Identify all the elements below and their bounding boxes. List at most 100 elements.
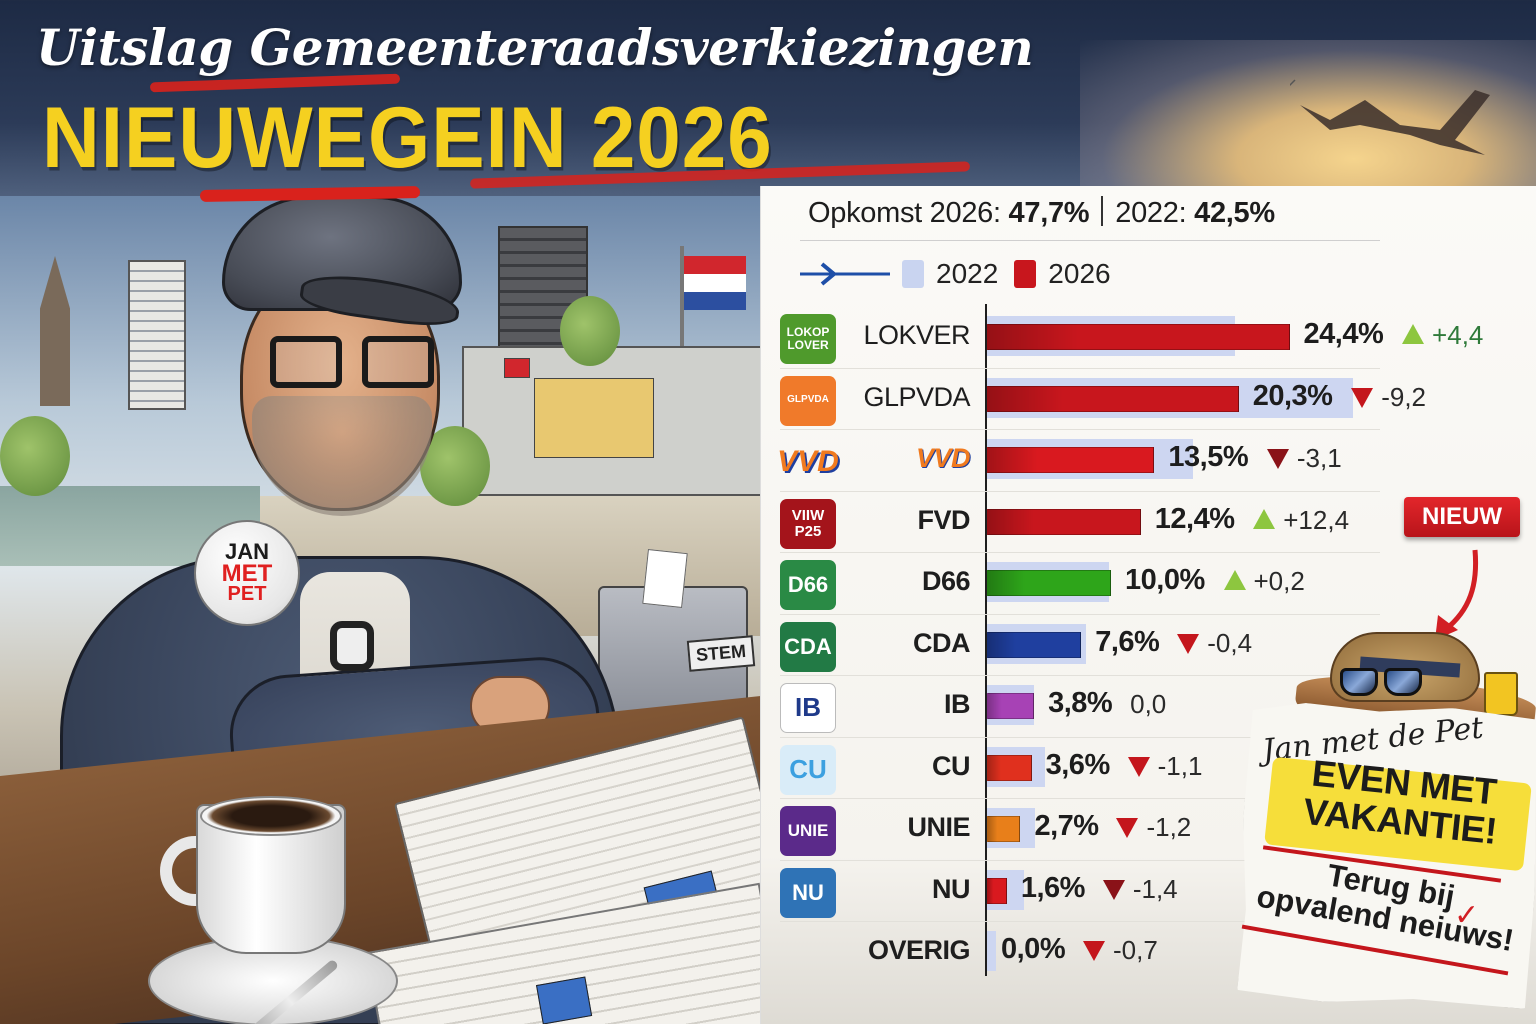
party-delta: +4,4 xyxy=(1402,320,1483,351)
page-subtitle: NIEUWEGEIN 2026 xyxy=(42,89,773,186)
row-divider xyxy=(780,921,1380,922)
triangle-down-icon xyxy=(1127,756,1150,777)
legend-swatch-2022 xyxy=(902,260,924,288)
party-logo-nu: NU xyxy=(780,867,836,918)
party-logo-lokver: LOKOP LOVER xyxy=(780,314,836,364)
turnout-summary: Opkomst 2026: 47,7% 2022: 42,5% xyxy=(808,196,1275,229)
bar-2026 xyxy=(987,877,1007,904)
party-delta: -3,1 xyxy=(1266,443,1342,474)
party-percentage: 13,5% xyxy=(1168,441,1249,473)
flying-figure-icon xyxy=(1290,79,1490,155)
party-name: FVD xyxy=(917,504,971,535)
party-percentage: 10,0% xyxy=(1125,564,1205,596)
party-name: VVD xyxy=(915,443,971,473)
turnout-2022-value: 42,5% xyxy=(1194,197,1275,229)
row-divider xyxy=(780,675,1380,676)
party-delta: -9,2 xyxy=(1351,382,1426,413)
triangle-down-icon xyxy=(1351,387,1374,408)
party-logo-d66: D66 xyxy=(780,560,836,610)
chart-legend: 2022 2026 xyxy=(800,256,1127,292)
party-name: D66 xyxy=(921,566,971,596)
triangle-up-icon xyxy=(1223,570,1246,590)
row-divider xyxy=(780,613,1380,615)
party-name: OVERIG xyxy=(867,935,971,965)
dutch-flag-icon xyxy=(684,256,746,310)
party-row-ib: IB IB 3,8% 0,0 xyxy=(776,675,1416,737)
row-divider xyxy=(780,736,1380,738)
party-name: CDA xyxy=(913,627,971,658)
party-logo-fvd: VIIW P25 xyxy=(780,498,836,549)
party-logo-glpvda: GLPVDA xyxy=(780,375,836,426)
party-delta: -0,4 xyxy=(1177,628,1252,659)
party-percentage: 24,4% xyxy=(1303,318,1384,350)
party-name: GLPVDA xyxy=(863,381,970,412)
party-row-overig: OVERIG 0,0% -0,7 xyxy=(776,921,1416,983)
party-logo-cu: CU xyxy=(780,744,836,795)
party-name: NU xyxy=(932,873,971,904)
bar-2022 xyxy=(987,931,996,971)
party-percentage: 3,8% xyxy=(1048,687,1113,719)
bar-2026 xyxy=(987,816,1021,842)
row-divider xyxy=(780,552,1380,553)
triangle-down-icon xyxy=(1083,941,1105,961)
sunglasses-icon xyxy=(1340,668,1424,698)
party-percentage: 7,6% xyxy=(1095,625,1160,658)
party-row-cu: CU CU 3,6% -1,1 xyxy=(776,737,1416,799)
party-row-fvd: VIIW P25 FVD 12,4% +12,4 xyxy=(776,491,1416,553)
triangle-down-icon xyxy=(1266,449,1289,469)
party-row-cda: CDA CDA 7,6% -0,4 xyxy=(776,614,1416,676)
bar-2026 xyxy=(987,447,1155,473)
chart-axis xyxy=(985,304,987,976)
party-logo-ib: IB xyxy=(780,683,836,733)
party-delta: +0,2 xyxy=(1223,566,1305,597)
row-divider xyxy=(780,429,1380,430)
party-delta: -0,7 xyxy=(1083,935,1158,966)
triangle-down-icon xyxy=(1116,818,1139,838)
party-delta: -1,4 xyxy=(1102,874,1178,905)
party-logo-vvd: VVD xyxy=(777,445,839,479)
party-percentage: 20,3% xyxy=(1252,379,1333,412)
party-logo-unie: UNIE xyxy=(780,806,836,856)
bar-2026 xyxy=(987,324,1290,350)
bar-2026 xyxy=(987,631,1082,658)
party-percentage: 0,0% xyxy=(1001,933,1066,965)
party-delta: 0,0 xyxy=(1130,689,1167,719)
turnout-2026-value: 47,7% xyxy=(1008,197,1090,229)
party-row-glpvda: GLPVDA GLPVDA 20,3% -9,2 xyxy=(776,368,1426,430)
bar-2026 xyxy=(987,385,1239,412)
drink-cup-icon xyxy=(1484,672,1518,716)
party-name: LOKVER xyxy=(863,320,970,350)
jan-met-pet-badge: JAN MET PET xyxy=(194,520,300,626)
divider xyxy=(1101,196,1104,226)
nieuw-badge: NIEUW xyxy=(1404,497,1520,537)
party-row-lokver: LOKOP LOVER LOKVER 24,4% +4,4 xyxy=(776,306,1483,368)
party-delta: -1,1 xyxy=(1127,751,1202,782)
party-row-unie: UNIE UNIE 2,7% -1,2 xyxy=(776,798,1416,860)
curved-arrow-icon xyxy=(1435,549,1479,640)
glasses-icon xyxy=(270,336,440,392)
party-name: UNIE xyxy=(907,812,970,842)
triangle-down-icon xyxy=(1177,633,1200,654)
watch-icon xyxy=(330,621,374,671)
party-name: IB xyxy=(944,689,971,719)
triangle-up-icon xyxy=(1402,324,1425,344)
row-divider xyxy=(780,490,1380,492)
bar-2026 xyxy=(987,570,1111,596)
checkmark-arrow-icon: ✓ xyxy=(1454,899,1480,932)
divider xyxy=(800,240,1380,241)
ballot-box-label: STEM xyxy=(686,635,756,672)
party-percentage: 3,6% xyxy=(1045,748,1111,781)
party-percentage: 2,7% xyxy=(1034,810,1099,842)
party-percentage: 1,6% xyxy=(1020,871,1086,904)
bar-2026 xyxy=(987,508,1141,535)
party-delta: -1,2 xyxy=(1116,812,1191,843)
bar-2026 xyxy=(987,754,1032,781)
bar-2026 xyxy=(987,693,1035,719)
party-row-d66: D66 D66 10,0% +0,2 xyxy=(776,552,1416,614)
party-row-vvd: VVD VVD 13,5% -3,1 xyxy=(776,429,1416,491)
party-row-nu: NU NU 1,6% -1,4 xyxy=(776,860,1416,922)
legend-label-2022: 2022 xyxy=(936,258,999,289)
legend-swatch-2026 xyxy=(1014,260,1037,288)
triangle-down-icon xyxy=(1102,879,1125,900)
row-divider xyxy=(780,367,1380,369)
